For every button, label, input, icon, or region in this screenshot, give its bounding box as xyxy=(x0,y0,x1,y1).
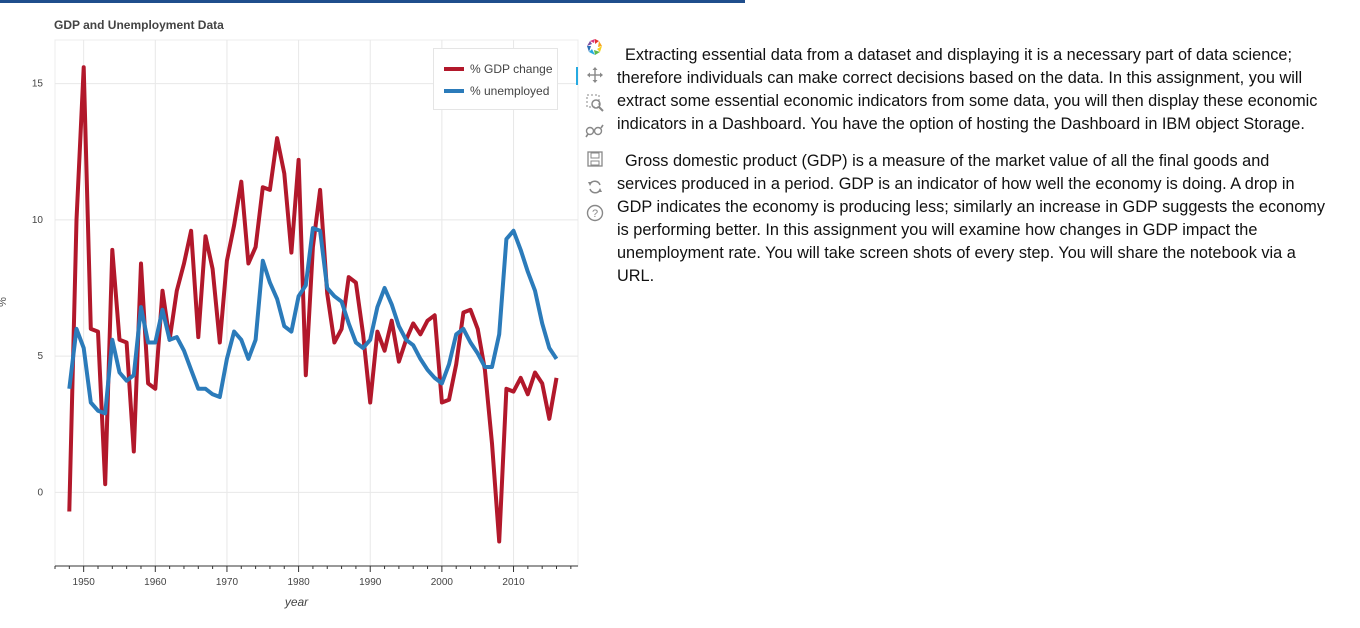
y-tick-label: 0 xyxy=(37,487,43,498)
series-line-gdp-change xyxy=(67,65,559,544)
legend-swatch-gdp xyxy=(444,67,464,71)
x-tick-label: 1960 xyxy=(144,577,167,588)
y-tick-label: 5 xyxy=(37,351,43,362)
x-tick-label: 2010 xyxy=(502,577,525,588)
legend-item-gdp: % GDP change xyxy=(444,62,553,76)
chart-title: GDP and Unemployment Data xyxy=(54,18,224,32)
legend-swatch-unemployment xyxy=(444,89,464,93)
x-tick-label: 1970 xyxy=(216,577,239,588)
assignment-description: Extracting essential data from a dataset… xyxy=(617,44,1327,302)
pan-icon[interactable] xyxy=(576,64,607,86)
x-tick-label: 1980 xyxy=(287,577,310,588)
series-line-unemployed xyxy=(67,226,559,416)
description-paragraph-1: Extracting essential data from a dataset… xyxy=(617,46,1318,133)
chart-legend: % GDP change % unemployed xyxy=(433,48,558,110)
bokeh-logo-icon[interactable] xyxy=(583,36,607,58)
x-tick-label: 1990 xyxy=(359,577,382,588)
x-tick-label: 2000 xyxy=(431,577,454,588)
plot-frame xyxy=(54,39,579,567)
wheel-zoom-icon[interactable] xyxy=(583,120,607,142)
y-tick-label: 15 xyxy=(32,79,44,90)
help-icon[interactable]: ? xyxy=(583,202,607,224)
description-paragraph-2: Gross domestic product (GDP) is a measur… xyxy=(617,152,1325,285)
top-accent-bar xyxy=(0,0,745,3)
chart-canvas[interactable]: 1950 1960 1970 1980 1990 2000 2010 0 5 10 15 year xyxy=(0,0,580,628)
save-icon[interactable] xyxy=(583,148,607,170)
legend-item-unemployment: % unemployed xyxy=(444,84,549,98)
active-tool-indicator xyxy=(576,67,578,85)
reset-icon[interactable] xyxy=(583,176,607,198)
box-zoom-icon[interactable] xyxy=(583,92,607,114)
chart-toolbar: ? xyxy=(576,36,607,246)
y-tick-label: 10 xyxy=(32,215,44,226)
x-tick-label: 1950 xyxy=(73,577,96,588)
chart-panel[interactable]: GDP and Unemployment Data % 195019601970… xyxy=(0,0,580,628)
svg-text:?: ? xyxy=(592,208,598,220)
legend-label-unemployment: % unemployed xyxy=(470,84,550,98)
x-axis-label: year xyxy=(284,595,309,609)
legend-label-gdp: % GDP change xyxy=(470,62,553,76)
